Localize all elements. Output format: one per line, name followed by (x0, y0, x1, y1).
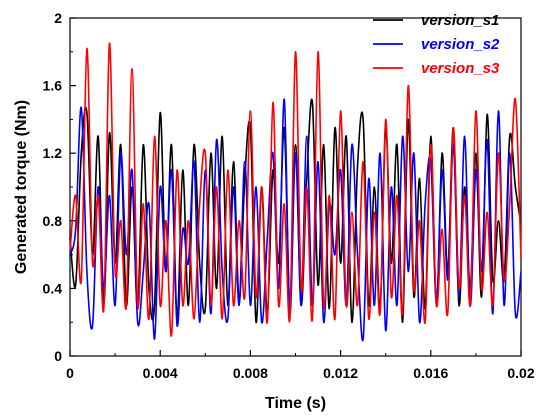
y-tick-label: 0 (54, 348, 62, 364)
legend-label-version_s1: version_s1 (421, 12, 499, 29)
x-tick-label: 0.004 (143, 365, 178, 381)
y-tick-label: 2 (54, 10, 62, 26)
x-tick-label: 0.008 (233, 365, 268, 381)
y-axis: 0 0.4 0.8 1.2 1.6 2 (43, 10, 76, 364)
x-tick-label: 0.016 (413, 365, 448, 381)
x-tick-label: 0.012 (323, 365, 358, 381)
y-tick-label: 0.8 (43, 213, 63, 229)
y-axis-label: Generated torque (Nm) (13, 100, 30, 274)
legend-label-version_s3: version_s3 (421, 60, 500, 77)
legend-label-version_s2: version_s2 (421, 36, 500, 53)
y-tick-label: 1.6 (43, 78, 63, 94)
legend: version_s1 version_s2 version_s3 (373, 12, 500, 77)
y-tick-label: 1.2 (43, 145, 63, 161)
x-tick-label: 0 (66, 365, 74, 381)
x-axis-label: Time (s) (265, 395, 326, 412)
y-tick-label: 0.4 (43, 280, 63, 296)
x-tick-label: 0.02 (507, 365, 534, 381)
x-axis: 0 0.004 0.008 0.012 0.016 0.02 (66, 350, 535, 381)
series-layer (69, 42, 522, 342)
series-line-version_s3 (69, 42, 522, 337)
